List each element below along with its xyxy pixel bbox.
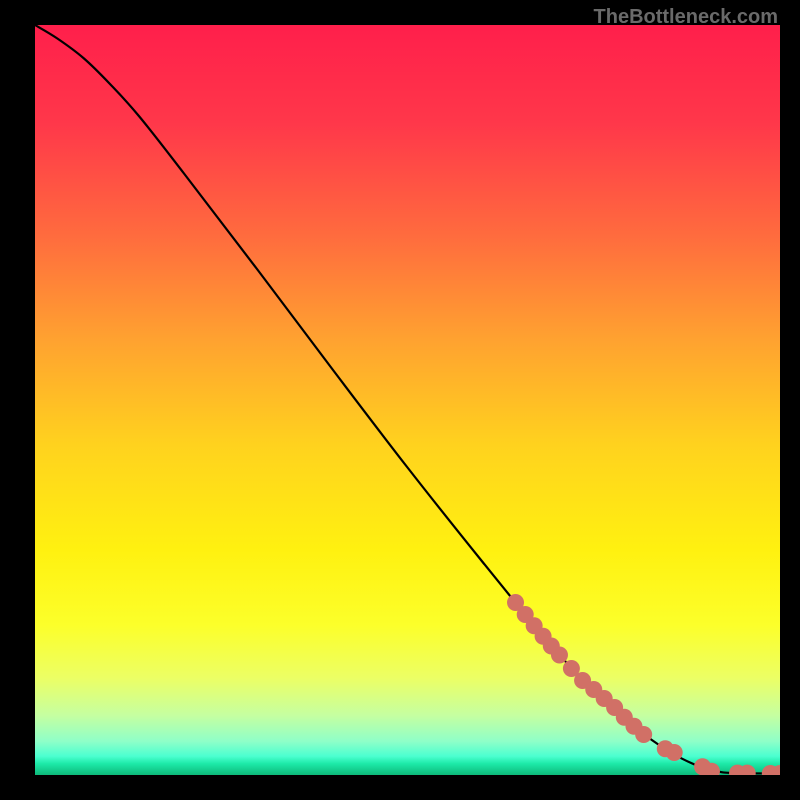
curve-marker: [635, 726, 652, 743]
watermark-text: TheBottleneck.com: [594, 6, 778, 29]
curve-marker: [551, 647, 568, 664]
chart-plot-area: [35, 25, 780, 775]
chart-background: [35, 25, 780, 775]
curve-marker: [666, 744, 683, 761]
chart-svg: [35, 25, 780, 775]
